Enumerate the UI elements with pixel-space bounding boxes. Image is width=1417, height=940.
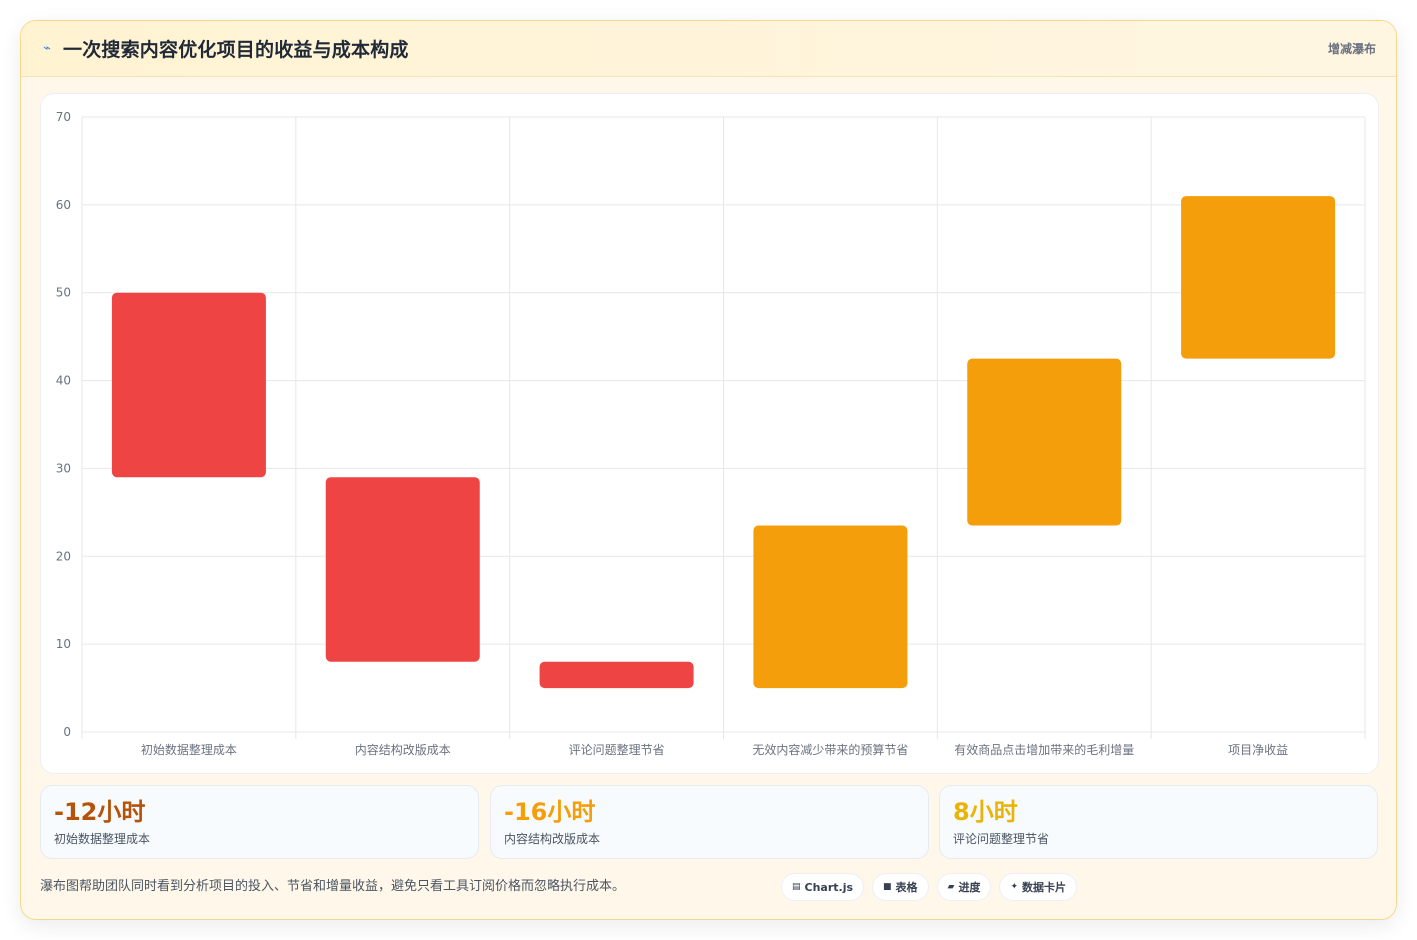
pill-progress[interactable]: ▰ 进度 [936, 873, 992, 901]
pill-label: 进度 [958, 881, 981, 894]
card-header: ⌁ 一次搜索内容优化项目的收益与成本构成 增减瀑布 [21, 21, 1396, 77]
y-tick-label: 10 [56, 637, 71, 651]
y-tick-label: 70 [56, 110, 71, 124]
lightning-icon: ⌁ [43, 41, 51, 56]
pill-datacard[interactable]: ✦ 数据卡片 [999, 873, 1078, 901]
chart-type-tag: 增减瀑布 [1327, 42, 1376, 56]
waterfall-bar [325, 477, 480, 662]
stat-value-2: -16小时 [504, 798, 596, 826]
stat-label-2: 内容结构改版成本 [504, 832, 601, 846]
x-tick-label: 无效内容减少带来的预算节省 [752, 742, 908, 757]
waterfall-bar [967, 358, 1122, 526]
y-tick-label: 60 [56, 198, 71, 212]
tech-pills: ▤ Chart.js ■ 表格 ▰ 进度 ✦ 数据卡片 [781, 873, 1078, 901]
waterfall-chart: 0 10 20 30 40 50 60 70 初始数据整理成本 内容结构改版成本 评论问题整理节省 无… [56, 110, 1366, 757]
pill-chartjs[interactable]: ▤ Chart.js [781, 873, 865, 901]
title-wrap: ⌁ 一次搜索内容优化项目的收益与成本构成 [41, 35, 409, 62]
page-title: 一次搜索内容优化项目的收益与成本构成 [63, 39, 409, 61]
x-tick-label: 初始数据整理成本 [141, 742, 237, 757]
stat-label-1: 初始数据整理成本 [54, 832, 151, 846]
waterfall-bar [753, 525, 908, 689]
stat-value-3: 8小时 [953, 798, 1018, 826]
stat-label-3: 评论问题整理节省 [953, 832, 1050, 846]
dashboard-card: ⌁ 一次搜索内容优化项目的收益与成本构成 增减瀑布 0 10 20 30 40 50 60 7… [20, 20, 1397, 920]
table-icon: ■ [883, 882, 892, 892]
pill-table[interactable]: ■ 表格 [872, 873, 929, 901]
y-tick-label: 0 [63, 725, 71, 739]
waterfall-bar [1181, 196, 1336, 359]
waterfall-bar [539, 661, 694, 689]
y-tick-label: 30 [56, 461, 71, 475]
x-tick-label: 有效商品点击增加带来的毛利增量 [954, 742, 1134, 757]
y-tick-label: 20 [56, 549, 71, 563]
progress-icon: ▰ [947, 882, 955, 892]
footer-note: 瀑布图帮助团队同时看到分析项目的投入、节省和增量收益，避免只看工具订阅价格而忽略… [40, 879, 626, 894]
x-tick-label: 项目净收益 [1228, 743, 1288, 757]
pill-label: 数据卡片 [1022, 881, 1067, 894]
chart-icon: ▤ [792, 882, 801, 892]
x-tick-label: 评论问题整理节省 [569, 742, 665, 757]
stat-card-2: -16小时 内容结构改版成本 [490, 785, 929, 859]
stat-cards: -12小时 初始数据整理成本 -16小时 内容结构改版成本 8小时 评论问题整理… [40, 785, 1379, 859]
stat-value-1: -12小时 [54, 798, 146, 826]
stat-card-1: -12小时 初始数据整理成本 [40, 785, 479, 859]
pill-label: Chart.js [804, 880, 854, 894]
y-tick-label: 50 [56, 286, 71, 300]
stat-card-3: 8小时 评论问题整理节省 [939, 785, 1378, 859]
chart-panel: 0 10 20 30 40 50 60 70 初始数据整理成本 内容结构改版成本 评论问题整理节省 无… [40, 93, 1379, 774]
waterfall-bar [111, 292, 266, 478]
pill-label: 表格 [895, 881, 918, 894]
x-tick-label: 内容结构改版成本 [355, 742, 451, 757]
card-icon: ✦ [1010, 882, 1019, 892]
y-tick-label: 40 [56, 374, 71, 388]
